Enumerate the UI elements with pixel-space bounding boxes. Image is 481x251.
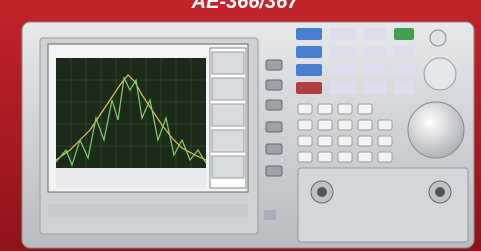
connector-right-core (435, 187, 445, 197)
connector-panel (298, 168, 468, 242)
nameplate (48, 204, 248, 218)
product-photo: AE-366/367 (0, 0, 481, 251)
softkeys (212, 52, 244, 178)
power-button (430, 30, 446, 46)
arrow-pad (424, 58, 456, 90)
status-bar (56, 168, 206, 188)
rotary-knob (408, 102, 464, 158)
connector-left-core (317, 187, 327, 197)
model-title: AE-366/367 (191, 0, 300, 13)
usb-port (264, 210, 276, 220)
